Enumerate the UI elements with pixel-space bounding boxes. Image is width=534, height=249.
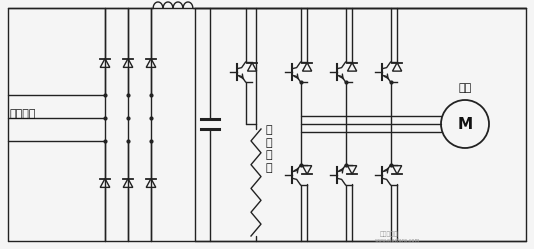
Text: 电子发烧友: 电子发烧友 <box>380 231 399 237</box>
Text: 电机: 电机 <box>458 83 472 93</box>
Text: 制
动
电
阻: 制 动 电 阻 <box>266 125 273 173</box>
Text: M: M <box>458 117 473 131</box>
Text: 电网电压: 电网电压 <box>10 109 36 119</box>
Text: www.elecfans.com: www.elecfans.com <box>375 238 420 243</box>
